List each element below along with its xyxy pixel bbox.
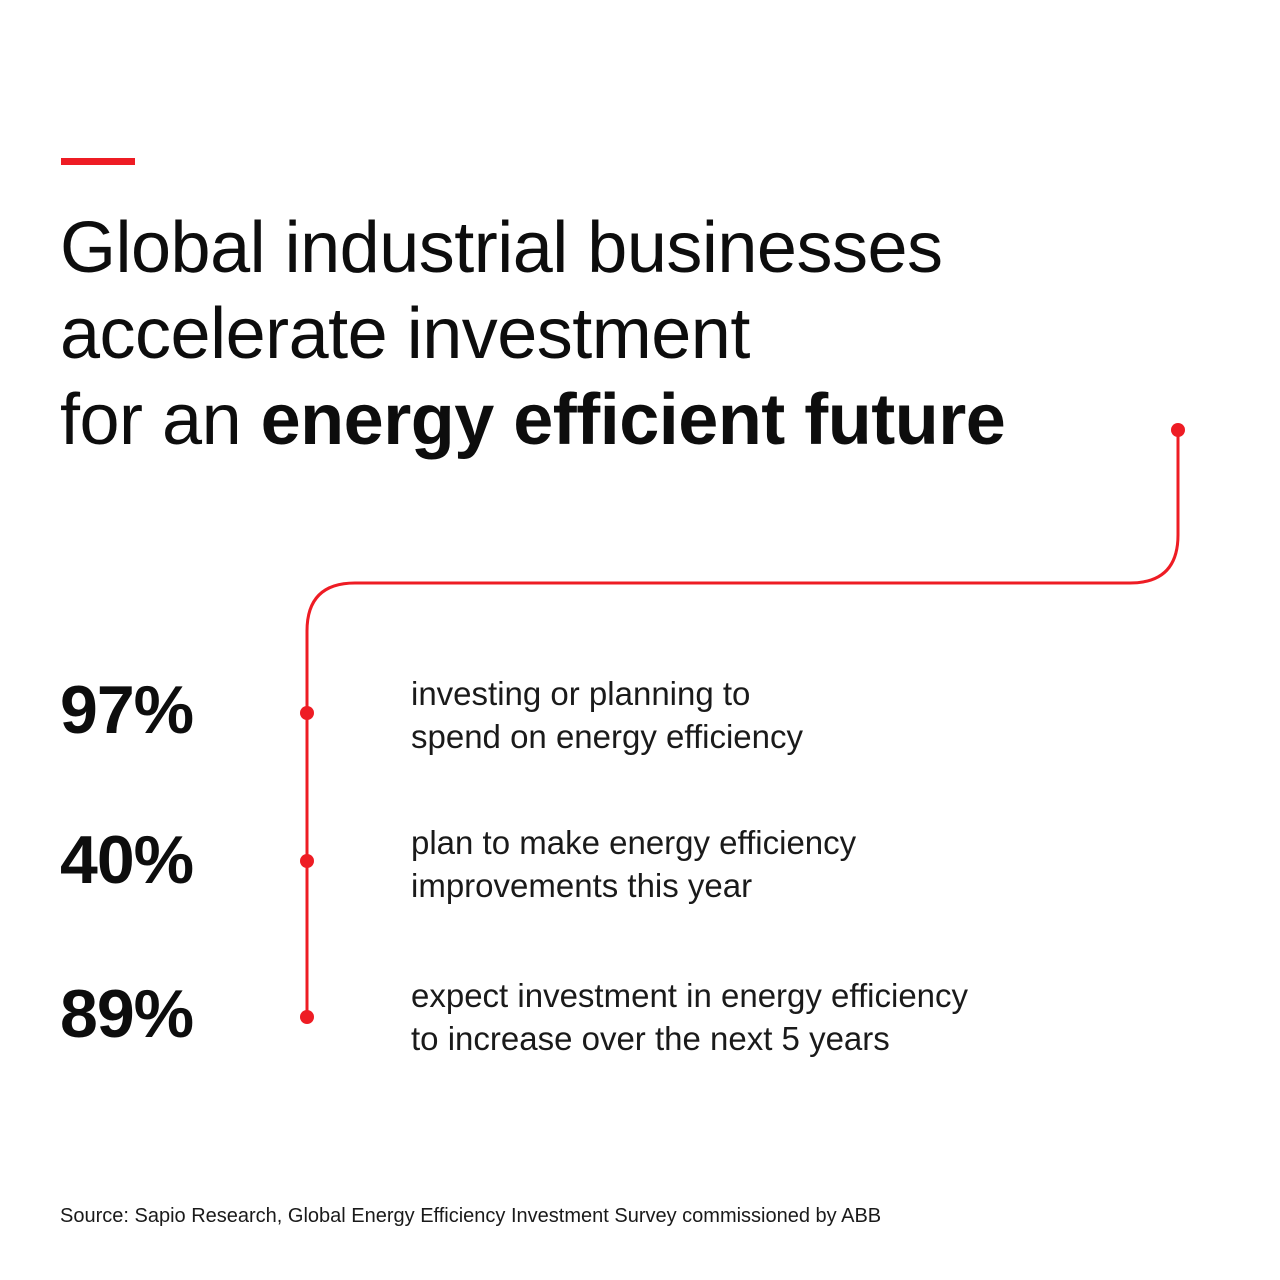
headline-line-2: accelerate investment — [60, 294, 750, 374]
headline-line-3: for an energy efficient future — [60, 377, 1180, 463]
stat-dot-3 — [300, 1010, 314, 1024]
stat-value-3: 89% — [60, 976, 194, 1052]
stat-description-3: expect investment in energy efficiency t… — [411, 974, 1171, 1060]
stat-value-2: 40% — [60, 822, 194, 898]
headline-line-1: Global industrial businesses — [60, 208, 943, 288]
accent-bar — [61, 158, 135, 165]
stat-description-3-line-2: to increase over the next 5 years — [411, 1020, 890, 1057]
headline: Global industrial businesses accelerate … — [60, 205, 1180, 463]
stat-description-1-line-2: spend on energy efficiency — [411, 718, 803, 755]
headline-emphasis: energy efficient future — [260, 380, 1006, 460]
stat-dot-1 — [300, 706, 314, 720]
stat-value-1: 97% — [60, 672, 194, 748]
stat-description-2-line-1: plan to make energy efficiency — [411, 824, 857, 861]
stat-description-1: investing or planning to spend on energy… — [411, 672, 1171, 758]
stat-description-2-line-2: improvements this year — [411, 867, 753, 904]
stat-description-3-line-1: expect investment in energy efficiency — [411, 977, 969, 1014]
stat-dot-2 — [300, 854, 314, 868]
stat-description-1-line-1: investing or planning to — [411, 675, 751, 712]
headline-line-3-regular: for an — [60, 380, 261, 460]
stat-description-2: plan to make energy efficiency improveme… — [411, 821, 1171, 907]
source-note: Source: Sapio Research, Global Energy Ef… — [60, 1205, 882, 1227]
